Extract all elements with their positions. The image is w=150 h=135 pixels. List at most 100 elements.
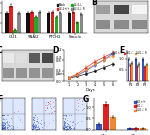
Point: [63, 124, 65, 126]
Bar: [142, 59, 144, 81]
Point: [2, 127, 4, 129]
Point: [1, 128, 3, 130]
Point: [69, 128, 71, 130]
Point: [0, 128, 3, 130]
Point: [3, 128, 5, 130]
Point: [65, 126, 68, 128]
Bar: [130, 65, 131, 81]
Bar: [144, 67, 146, 81]
Point: [16, 116, 19, 118]
Point: [45, 106, 48, 108]
Point: [36, 126, 39, 128]
Bar: [114, 5, 129, 14]
Point: [64, 114, 66, 116]
Point: [0, 127, 3, 129]
Point: [77, 98, 80, 100]
Point: [36, 126, 38, 128]
Point: [63, 122, 65, 124]
Point: [42, 128, 44, 131]
Point: [62, 117, 64, 119]
Point: [2, 123, 4, 126]
Point: [46, 104, 49, 106]
Point: [19, 118, 21, 120]
Point: [69, 126, 71, 128]
Bar: [137, 66, 138, 81]
Point: [37, 122, 39, 124]
Point: [6, 126, 9, 129]
Point: [3, 122, 6, 124]
Point: [35, 126, 38, 128]
Bar: [55, 17, 58, 33]
Point: [41, 126, 44, 128]
Point: [64, 126, 66, 128]
Bar: [68, 13, 71, 33]
Point: [3, 114, 5, 116]
Point: [12, 128, 14, 131]
Point: [32, 124, 34, 126]
Point: [33, 125, 35, 127]
Point: [66, 123, 69, 126]
Point: [2, 127, 5, 129]
Point: [32, 125, 34, 127]
Point: [31, 127, 34, 130]
Point: [3, 114, 5, 116]
Point: [2, 114, 4, 116]
Point: [33, 127, 35, 129]
Point: [68, 127, 71, 130]
Point: [68, 126, 70, 129]
Point: [10, 127, 13, 129]
Point: [3, 126, 5, 128]
Bar: [96, 5, 110, 14]
Point: [3, 127, 6, 129]
Point: [1, 124, 3, 126]
Point: [54, 128, 57, 130]
Point: [3, 118, 6, 120]
Point: [6, 127, 8, 129]
Point: [75, 108, 77, 110]
Point: [32, 119, 35, 121]
Point: [4, 126, 6, 128]
Point: [73, 127, 75, 129]
Point: [31, 128, 34, 130]
Point: [31, 125, 34, 127]
Point: [36, 120, 38, 122]
Point: [66, 128, 68, 130]
Point: [53, 105, 55, 107]
Point: [62, 122, 65, 124]
Point: [9, 125, 11, 127]
Point: [32, 128, 34, 131]
Bar: [51, 12, 54, 33]
Point: [1, 126, 3, 128]
Bar: [114, 20, 129, 29]
Point: [32, 127, 34, 130]
Point: [72, 127, 75, 130]
Point: [0, 128, 3, 130]
Point: [65, 114, 67, 116]
Point: [0, 124, 3, 127]
Bar: [139, 64, 140, 81]
Point: [32, 118, 34, 120]
Point: [3, 126, 5, 129]
Point: [32, 126, 34, 128]
Point: [54, 110, 57, 112]
Point: [33, 126, 36, 128]
Point: [8, 125, 10, 127]
Point: [65, 129, 68, 131]
Point: [12, 127, 14, 129]
Point: [63, 126, 66, 129]
Point: [72, 120, 74, 122]
Bar: [29, 68, 40, 78]
Point: [62, 124, 65, 126]
Point: [66, 128, 69, 130]
Point: [19, 119, 22, 121]
Point: [68, 127, 70, 129]
Point: [81, 103, 83, 105]
Point: [31, 124, 34, 126]
Point: [6, 126, 9, 128]
Point: [2, 122, 5, 124]
Point: [3, 127, 6, 129]
Point: [68, 114, 70, 116]
Point: [83, 107, 85, 109]
Bar: [59, 13, 62, 33]
Point: [49, 100, 51, 102]
